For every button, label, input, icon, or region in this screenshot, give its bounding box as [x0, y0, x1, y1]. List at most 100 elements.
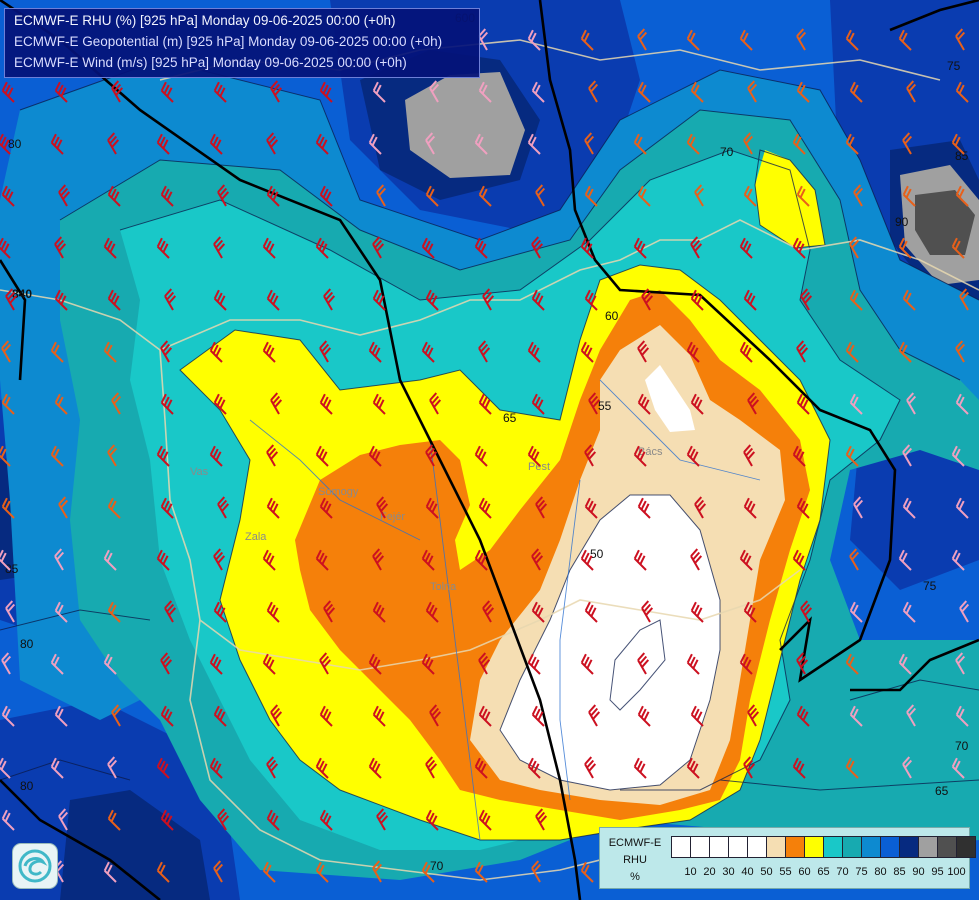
- wind-barb: [637, 81, 651, 103]
- wind-barb: [588, 80, 599, 103]
- wind-barb: [107, 601, 121, 623]
- wind-barb: [739, 549, 753, 571]
- legend-swatch: [747, 836, 767, 858]
- wind-barb: [1, 340, 12, 363]
- wind-barb: [739, 29, 753, 51]
- legend-swatch: [956, 836, 976, 858]
- wind-barb: [845, 757, 859, 779]
- wind-barb: [107, 185, 121, 207]
- legend-swatch: [918, 836, 938, 858]
- wind-barb: [425, 444, 438, 467]
- wind-barb: [315, 757, 329, 779]
- wind-barb: [58, 184, 71, 207]
- wind-barb: [845, 653, 859, 675]
- wind-barb: [743, 756, 756, 779]
- wind-barb: [959, 600, 970, 623]
- wind-barb: [103, 549, 117, 571]
- wind-barb: [792, 133, 806, 155]
- legend-tick: 75: [855, 866, 868, 878]
- wind-barb: [959, 288, 970, 311]
- wind-barb: [103, 861, 117, 883]
- wind-barb: [262, 861, 276, 883]
- wind-barb: [796, 705, 810, 727]
- wind-barb: [531, 236, 544, 259]
- contour-label: 65: [935, 784, 949, 798]
- wind-barb: [0, 549, 11, 571]
- wind-barb: [902, 497, 916, 519]
- legend-tick: 30: [722, 866, 735, 878]
- wind-barb: [164, 288, 177, 311]
- legend-swatch: [728, 836, 748, 858]
- wind-barb: [531, 289, 545, 311]
- wind-barb: [633, 445, 647, 467]
- wind-barb: [690, 236, 703, 259]
- wind-barb: [902, 756, 913, 779]
- region-label: Vas: [190, 466, 209, 478]
- wind-barb: [213, 548, 226, 571]
- wind-barb: [527, 445, 541, 467]
- wind-barb: [951, 445, 965, 467]
- wind-barb: [421, 653, 435, 675]
- wind-barb: [796, 28, 807, 51]
- wind-barb: [743, 497, 757, 519]
- wind-barb: [323, 288, 336, 311]
- wind-barb: [156, 237, 170, 259]
- wind-barb: [796, 340, 809, 363]
- wind-barb: [376, 496, 389, 519]
- wind-barb: [849, 548, 860, 571]
- wind-barb: [217, 184, 230, 207]
- wind-barb: [951, 133, 965, 155]
- wind-barb: [5, 600, 16, 623]
- wind-barb: [103, 653, 117, 675]
- wind-barb: [527, 133, 541, 155]
- legend-tick: 60: [798, 866, 811, 878]
- wind-barb: [429, 80, 440, 103]
- wind-barb: [429, 704, 442, 727]
- wind-barb: [425, 756, 438, 779]
- legend-tick: 65: [817, 866, 830, 878]
- wind-barb: [690, 548, 703, 571]
- wind-barb: [849, 601, 863, 623]
- wind-barb: [160, 185, 174, 207]
- wind-barb: [376, 184, 387, 207]
- wind-barb: [796, 393, 810, 415]
- wind-barb: [531, 601, 545, 623]
- wind-barb: [372, 705, 386, 727]
- contour-label: 85: [955, 149, 969, 163]
- legend-tick: 10: [684, 866, 697, 878]
- wind-barb: [588, 704, 601, 727]
- region-label: Somogy: [318, 486, 359, 498]
- wind-barb: [156, 757, 170, 779]
- wind-barb: [796, 497, 810, 519]
- legend-tick: 40: [741, 866, 754, 878]
- color-legend: ECMWF-E RHU % 10 20 30 40 50 55 60 65 70 75 80 85 90…: [599, 827, 976, 889]
- wind-barb: [156, 445, 170, 467]
- wind-barb: [213, 81, 227, 103]
- wind-barb: [213, 289, 227, 311]
- wind-barb: [527, 653, 541, 675]
- wind-barb: [898, 29, 912, 51]
- legend-tick: 95: [931, 866, 944, 878]
- wind-barb: [213, 236, 226, 259]
- region-label: Zala: [245, 531, 267, 543]
- wind-barb: [955, 705, 969, 727]
- wind-barb: [955, 185, 969, 207]
- wind-barb: [50, 341, 64, 363]
- wind-barb: [319, 340, 332, 363]
- wind-barb: [425, 601, 439, 623]
- wind-barb: [902, 444, 913, 467]
- wind-barb: [584, 289, 598, 311]
- wind-barb: [213, 860, 224, 883]
- wind-barb: [319, 652, 332, 675]
- wind-barb: [743, 185, 757, 207]
- wind-barb: [641, 288, 654, 311]
- wind-barb: [478, 393, 492, 415]
- wind-barb: [474, 861, 488, 883]
- wind-barb: [747, 80, 758, 103]
- wind-barb: [1, 497, 15, 519]
- wind-barb: [588, 392, 601, 415]
- legend-swatches: [671, 836, 976, 858]
- wind-barb: [474, 237, 488, 259]
- legend-swatch: [937, 836, 957, 858]
